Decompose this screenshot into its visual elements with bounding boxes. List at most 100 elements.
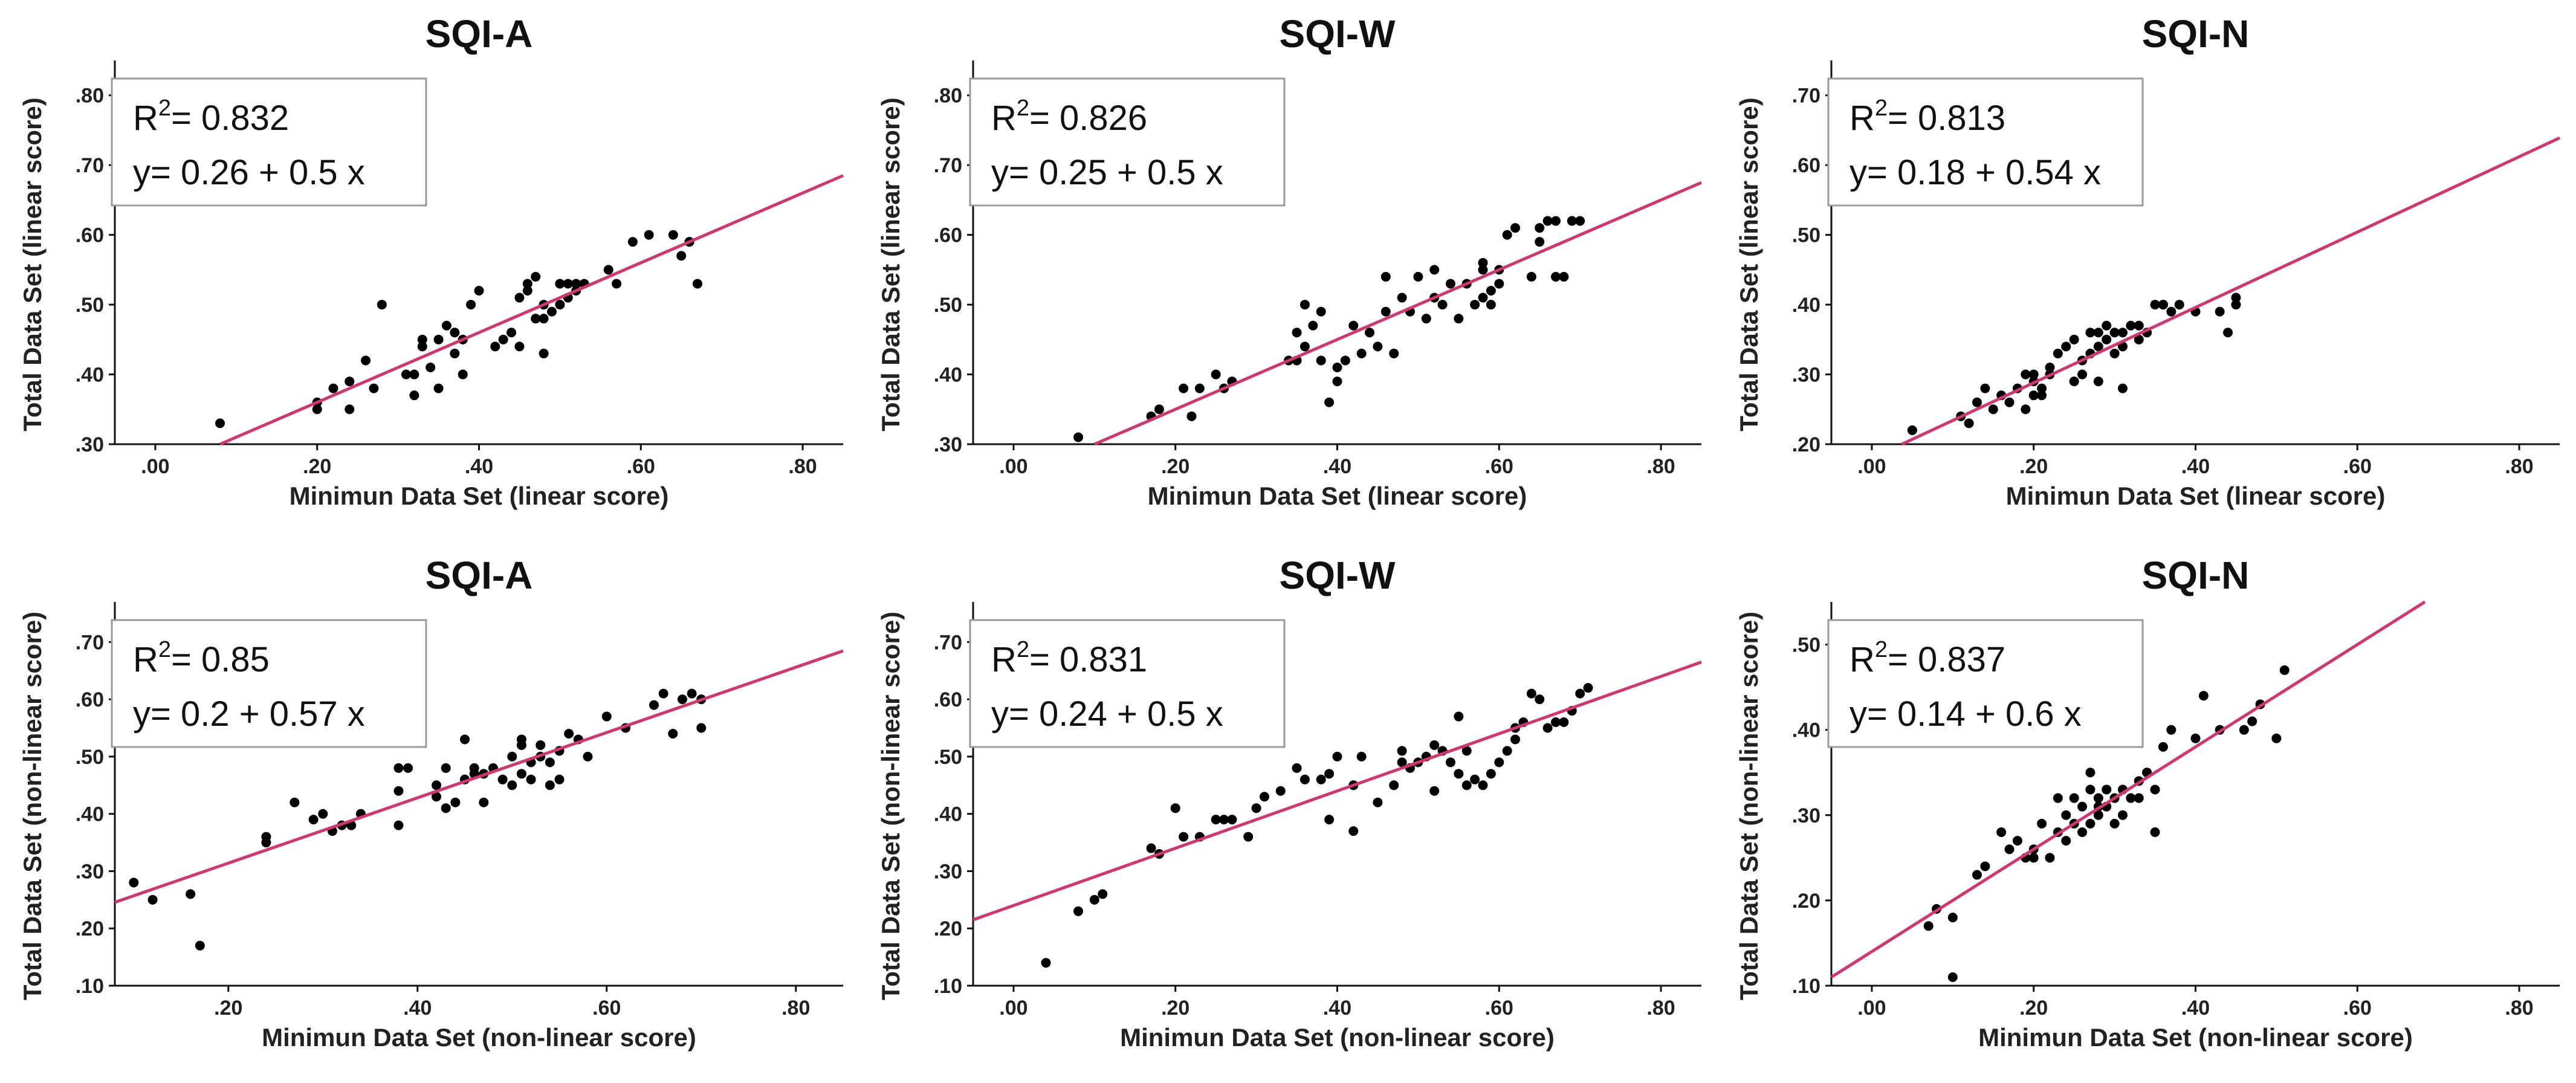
data-point: [545, 757, 555, 768]
data-point: [441, 803, 451, 813]
regression-equation-box: R2= 0.831 y= 0.24 + 0.5 x: [969, 619, 1286, 748]
y-tick-label: .40: [1792, 719, 1820, 742]
y-tick-label: .80: [76, 85, 104, 108]
regression-fit-line: [1901, 136, 2561, 446]
equation-box-frame: [111, 619, 427, 748]
x-tick-label: .40: [2181, 455, 2210, 478]
data-point: [2158, 300, 2168, 310]
y-tick-label: .60: [1792, 154, 1820, 177]
r-squared-text: R2= 0.85: [133, 637, 270, 679]
data-point: [1365, 328, 1375, 338]
y-axis-label: Total Data Set (linear score): [876, 97, 905, 431]
data-point: [318, 809, 328, 819]
r-squared-text: R2= 0.837: [1849, 637, 2005, 679]
data-point: [1559, 717, 1569, 728]
data-point: [195, 940, 205, 951]
data-point: [1340, 355, 1350, 366]
data-point: [2150, 827, 2160, 837]
data-point: [1316, 355, 1326, 366]
x-tick-label: .00: [141, 455, 169, 478]
data-point: [215, 418, 225, 428]
data-point: [2231, 300, 2241, 310]
data-point: [460, 734, 470, 745]
x-tick-label: .20: [2019, 997, 2048, 1020]
r-squared-text: R2= 0.832: [133, 95, 289, 138]
data-point: [1445, 279, 1455, 289]
regression-equation: y= 0.24 + 0.5 x: [991, 694, 1223, 734]
chart-panel-sqi-w-linear: SQI-W .30 .40 .50 .60 .70 .80 .00 .20 .40 .60 .80 Mi…: [858, 0, 1717, 542]
data-point: [1397, 746, 1407, 756]
data-point: [522, 286, 532, 296]
data-point: [2093, 793, 2103, 803]
r-squared-symbol: R: [991, 99, 1017, 138]
x-tick-label: .40: [1323, 997, 1351, 1020]
data-point: [571, 279, 581, 289]
data-point: [1502, 746, 1512, 756]
regression-fit-line: [1093, 181, 1702, 446]
chart-title: SQI-W: [1280, 12, 1396, 56]
r-squared-value: = 0.832: [171, 99, 289, 138]
data-point: [693, 279, 702, 289]
data-point: [668, 230, 678, 240]
y-tick-label: .50: [1792, 634, 1820, 657]
data-point: [2012, 836, 2022, 846]
data-point: [1980, 383, 1990, 393]
scatter-plot-svg: SQI-A .30 .40 .50 .60 .70 .80 .00 .20 .40 .60 .80 Mi…: [18, 12, 844, 510]
data-point: [498, 334, 508, 344]
equation-box-frame: [969, 619, 1286, 748]
data-point: [2102, 334, 2112, 344]
data-point: [1535, 694, 1545, 705]
data-point: [2077, 827, 2088, 837]
y-tick-label: .60: [76, 224, 104, 247]
y-axis-label: Total Data Set (non-linear score): [18, 612, 47, 1000]
data-point: [1964, 418, 1974, 428]
chart-panel-sqi-w-nonlinear: SQI-W .10 .20 .30 .40 .50 .60 .70 .00 .20 .40 .60 .8…: [858, 542, 1717, 1083]
regression-fit-line: [1830, 600, 2426, 979]
data-point: [1170, 803, 1180, 813]
y-tick-label: .10: [1792, 975, 1820, 998]
data-point: [1551, 271, 1561, 282]
data-point: [1461, 780, 1472, 790]
data-point: [1348, 826, 1359, 836]
data-point: [450, 797, 461, 807]
data-point: [129, 878, 139, 888]
data-point: [554, 774, 565, 784]
x-axis-label: Minimun Data Set (non-linear score): [1978, 1023, 2413, 1052]
data-point: [2239, 725, 2249, 735]
y-tick-label: .30: [934, 860, 962, 883]
x-tick-label: .80: [1646, 997, 1675, 1020]
scatter-plot-svg: SQI-N .10 .20 .30 .40 .50 .00 .20 .40 .60 .80 Minim…: [1735, 554, 2560, 1052]
data-point: [2077, 369, 2088, 380]
data-point: [369, 383, 379, 393]
data-point: [601, 711, 612, 722]
data-point: [2279, 665, 2290, 675]
data-point: [1397, 757, 1407, 768]
r-squared-symbol: R: [991, 640, 1017, 679]
scatter-plot-svg: SQI-W .30 .40 .50 .60 .70 .80 .00 .20 .40 .60 .80 Mi…: [876, 12, 1702, 510]
data-point: [2021, 404, 2031, 415]
data-point: [2093, 328, 2103, 338]
chart-title: SQI-A: [426, 554, 533, 597]
data-point: [1923, 921, 1934, 931]
data-point: [627, 237, 638, 247]
equation-box-frame: [1827, 619, 2144, 748]
y-tick-label: .70: [934, 631, 962, 654]
data-point: [474, 286, 484, 296]
y-tick-label: .40: [76, 803, 104, 826]
data-point: [2247, 716, 2257, 726]
data-point: [2150, 784, 2160, 795]
y-tick-label: .40: [76, 364, 104, 387]
data-point: [2053, 348, 2063, 358]
data-point: [545, 780, 555, 790]
data-point: [479, 797, 489, 807]
data-point: [1211, 815, 1221, 825]
data-point: [2271, 733, 2282, 743]
data-point: [401, 369, 411, 380]
data-point: [2028, 369, 2039, 380]
r-squared-text: R2= 0.826: [991, 95, 1147, 138]
data-point: [2109, 348, 2120, 358]
chart-panel-sqi-n-nonlinear: SQI-N .10 .20 .30 .40 .50 .00 .20 .40 .60 .80 Minim…: [1717, 542, 2575, 1083]
data-point: [393, 820, 404, 830]
data-point: [526, 774, 536, 784]
